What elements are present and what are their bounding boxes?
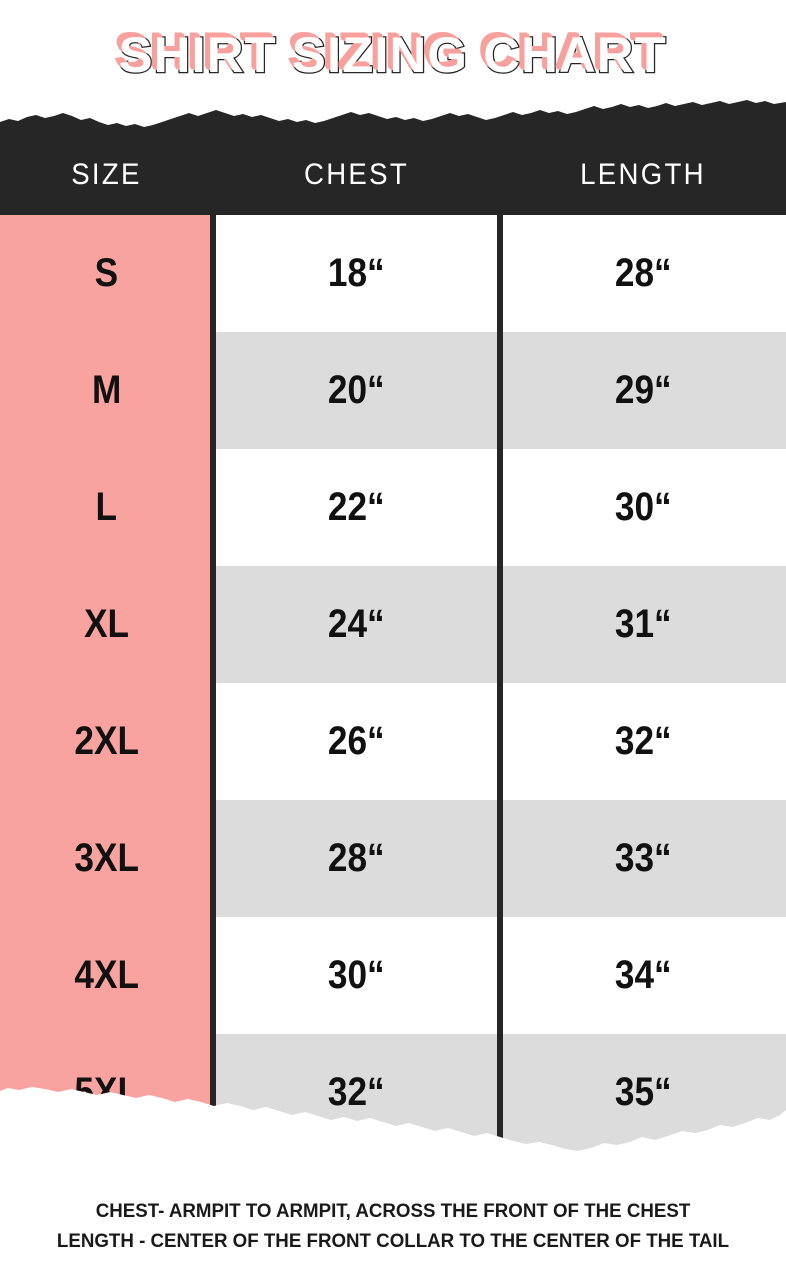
table-row: XL 24“ 31“ xyxy=(0,566,786,683)
column-divider-1 xyxy=(210,215,216,1155)
cell-chest: 28“ xyxy=(213,800,500,917)
table-body: S 18“ 28“ M 20“ 29“ L 22“ 30“ XL 24“ 31“ 2XL 26“ 32“ 3X… xyxy=(0,215,786,1151)
table-row: M 20“ 29“ xyxy=(0,332,786,449)
cell-chest: 32“ xyxy=(213,1034,500,1151)
cell-size-text: M xyxy=(91,368,122,412)
cell-chest: 20“ xyxy=(213,332,500,449)
cell-size: 4XL xyxy=(0,917,213,1034)
cell-size: 3XL xyxy=(0,800,213,917)
cell-length: 34“ xyxy=(500,917,786,1034)
cell-chest-text: 30“ xyxy=(328,953,385,997)
cell-size-text: L xyxy=(95,485,118,529)
cell-length: 31“ xyxy=(500,566,786,683)
table-row: 3XL 28“ 33“ xyxy=(0,800,786,917)
cell-length: 28“ xyxy=(500,215,786,332)
cell-size-text: XL xyxy=(84,602,129,646)
cell-size: L xyxy=(0,449,213,566)
cell-length: 35“ xyxy=(500,1034,786,1151)
cell-length-text: 35“ xyxy=(614,1070,672,1114)
footer-line-length: LENGTH - CENTER OF THE FRONT COLLAR TO T… xyxy=(56,1230,730,1252)
cell-chest-text: 32“ xyxy=(328,1070,385,1114)
cell-length: 33“ xyxy=(500,800,786,917)
cell-chest-text: 20“ xyxy=(328,368,385,412)
footer-notes: CHEST- ARMPIT TO ARMPIT, ACROSS THE FRON… xyxy=(0,1196,786,1256)
cell-size: 2XL xyxy=(0,683,213,800)
table-row: S 18“ 28“ xyxy=(0,215,786,332)
table-row: 4XL 30“ 34“ xyxy=(0,917,786,1034)
cell-size: M xyxy=(0,332,213,449)
cell-size-text: 4XL xyxy=(74,953,139,997)
cell-chest-text: 26“ xyxy=(328,719,385,763)
cell-chest: 18“ xyxy=(213,215,500,332)
cell-length-text: 30“ xyxy=(614,485,672,529)
cell-size-text: S xyxy=(94,251,119,295)
cell-length-text: 33“ xyxy=(614,836,672,880)
cell-chest: 24“ xyxy=(213,566,500,683)
cell-chest-text: 18“ xyxy=(328,251,385,295)
cell-chest: 30“ xyxy=(213,917,500,1034)
cell-length: 32“ xyxy=(500,683,786,800)
table-row: 2XL 26“ 32“ xyxy=(0,683,786,800)
cell-length: 29“ xyxy=(500,332,786,449)
table-header-band: SIZE CHEST LENGTH xyxy=(0,100,786,216)
table-body-container: S 18“ 28“ M 20“ 29“ L 22“ 30“ XL 24“ 31“ 2XL 26“ 32“ 3X… xyxy=(0,215,786,1155)
table-row: L 22“ 30“ xyxy=(0,449,786,566)
cell-length-text: 34“ xyxy=(614,953,672,997)
title-container: SHIRT SIZING CHART xyxy=(0,0,786,110)
cell-chest: 22“ xyxy=(213,449,500,566)
cell-chest-text: 24“ xyxy=(328,602,385,646)
footer-line-chest: CHEST- ARMPIT TO ARMPIT, ACROSS THE FRON… xyxy=(95,1200,691,1222)
cell-length-text: 31“ xyxy=(614,602,672,646)
page-title: SHIRT SIZING CHART xyxy=(118,27,668,83)
column-divider-2 xyxy=(497,215,503,1155)
cell-length: 30“ xyxy=(500,449,786,566)
torn-paper-top-edge xyxy=(0,100,786,216)
cell-chest: 26“ xyxy=(213,683,500,800)
cell-size: XL xyxy=(0,566,213,683)
cell-length-text: 28“ xyxy=(614,251,672,295)
cell-size: S xyxy=(0,215,213,332)
cell-size: 5XL xyxy=(0,1034,213,1151)
cell-size-text: 2XL xyxy=(74,719,139,763)
cell-length-text: 32“ xyxy=(614,719,672,763)
cell-chest-text: 22“ xyxy=(328,485,385,529)
cell-size-text: 5XL xyxy=(74,1070,139,1114)
cell-length-text: 29“ xyxy=(614,368,672,412)
cell-chest-text: 28“ xyxy=(328,836,385,880)
cell-size-text: 3XL xyxy=(74,836,139,880)
table-row: 5XL 32“ 35“ xyxy=(0,1034,786,1151)
